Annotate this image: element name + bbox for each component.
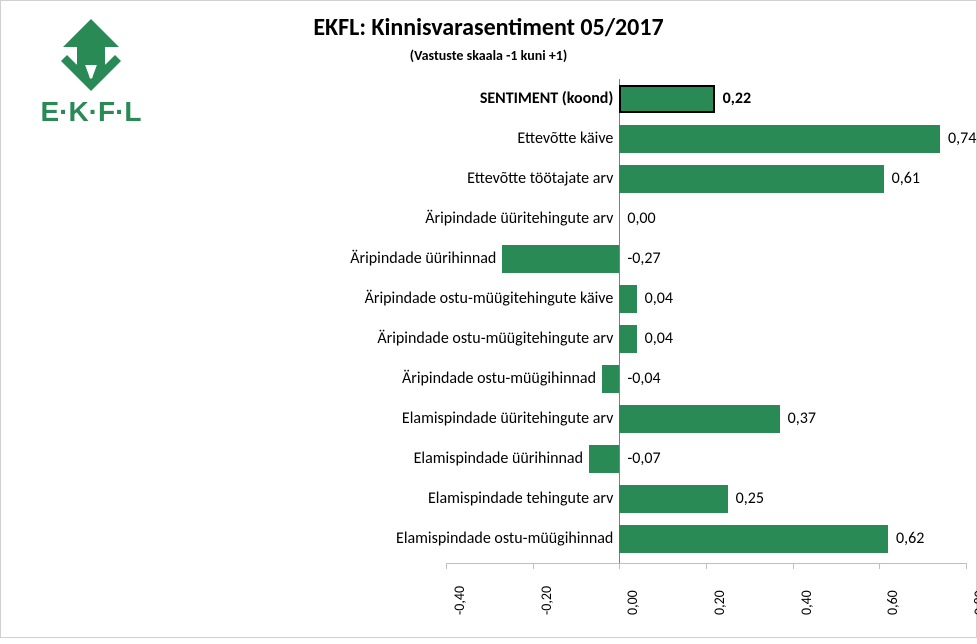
x-tick-label: 0,60: [884, 590, 901, 615]
category-label: SENTIMENT (koond): [480, 89, 614, 108]
value-label: 0,22: [723, 89, 751, 108]
category-label: Ettevõtte töötajate arv: [467, 169, 613, 188]
x-tick-label: 0,80: [971, 590, 977, 615]
bar: [619, 325, 636, 353]
value-label: 0,61: [892, 169, 920, 188]
x-tick: [446, 563, 447, 569]
x-tick: [879, 563, 880, 569]
value-label: 0,25: [736, 489, 764, 508]
value-label: -0,27: [627, 249, 660, 268]
value-label: 0,04: [645, 289, 673, 308]
x-tick: [793, 563, 794, 569]
category-label: Äripindade ostu-müügihinnad: [402, 369, 596, 388]
value-label: -0,04: [627, 369, 660, 388]
value-label: 0,62: [896, 529, 924, 548]
value-label: 0,37: [788, 409, 816, 428]
value-label: 0,04: [645, 329, 673, 348]
x-tick-label: 0,40: [798, 590, 815, 615]
value-label: 0,00: [627, 209, 655, 228]
bar: [602, 365, 619, 393]
value-label: 0,74: [948, 129, 976, 148]
bar: [619, 525, 888, 553]
category-label: Elamispindade tehingute arv: [428, 489, 613, 508]
x-tick-label: 0,00: [624, 590, 641, 615]
x-tick: [966, 563, 967, 569]
x-tick: [533, 563, 534, 569]
category-label: Elamispindade ostu-müügihinnad: [396, 529, 613, 548]
category-label: Ettevõtte käive: [517, 129, 613, 148]
chart-subtitle: (Vastuste skaala -1 kuni +1): [1, 47, 976, 64]
category-label: Elamispindade üüritehingute arv: [402, 409, 613, 428]
chart-title: EKFL: Kinnisvarasentiment 05/2017: [1, 13, 976, 42]
category-label: Äripindade üürihinnad: [350, 249, 496, 268]
bar: [589, 445, 619, 473]
bar: [502, 245, 619, 273]
x-tick-label: 0,20: [711, 590, 728, 615]
x-tick: [619, 563, 620, 569]
category-label: Äripindade ostu-müügitehingute arv: [377, 329, 613, 348]
bar: [619, 125, 940, 153]
bar-chart: -0,40 -0,20 0,00 0,20 0,40 0,60 0,80 SENTIMENT …: [1, 79, 977, 644]
x-tick: [706, 563, 707, 569]
bar: [619, 485, 727, 513]
category-label: Äripindade ostu-müügitehingute käive: [365, 289, 614, 308]
x-tick-label: -0,20: [538, 586, 555, 615]
bar: [619, 165, 883, 193]
bar: [619, 85, 714, 113]
bar: [619, 405, 779, 433]
bar: [619, 285, 636, 313]
category-label: Elamispindade üürihinnad: [414, 449, 583, 468]
category-label: Äripindade üüritehingute arv: [425, 209, 613, 228]
value-label: -0,07: [627, 449, 660, 468]
x-tick-label: -0,40: [451, 586, 468, 615]
